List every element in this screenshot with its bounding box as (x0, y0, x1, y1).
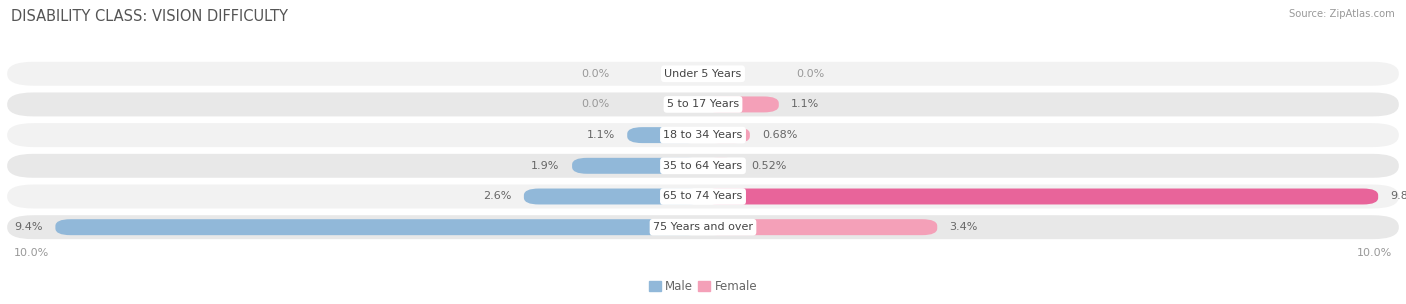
FancyBboxPatch shape (524, 188, 703, 205)
Text: 5 to 17 Years: 5 to 17 Years (666, 99, 740, 109)
Text: Under 5 Years: Under 5 Years (665, 69, 741, 79)
Text: 3.4%: 3.4% (949, 222, 979, 232)
FancyBboxPatch shape (627, 127, 703, 143)
Text: 75 Years and over: 75 Years and over (652, 222, 754, 232)
Legend: Male, Female: Male, Female (644, 275, 762, 298)
FancyBboxPatch shape (7, 185, 1399, 209)
FancyBboxPatch shape (7, 62, 1399, 86)
FancyBboxPatch shape (703, 158, 738, 174)
Text: DISABILITY CLASS: VISION DIFFICULTY: DISABILITY CLASS: VISION DIFFICULTY (11, 9, 288, 24)
Text: 1.1%: 1.1% (792, 99, 820, 109)
Text: 0.0%: 0.0% (582, 99, 610, 109)
Text: 65 to 74 Years: 65 to 74 Years (664, 192, 742, 202)
FancyBboxPatch shape (7, 154, 1399, 178)
Text: 0.0%: 0.0% (796, 69, 824, 79)
Text: Source: ZipAtlas.com: Source: ZipAtlas.com (1289, 9, 1395, 19)
FancyBboxPatch shape (703, 96, 779, 112)
Text: 0.0%: 0.0% (582, 69, 610, 79)
Text: 1.9%: 1.9% (531, 161, 560, 171)
Text: 9.4%: 9.4% (14, 222, 44, 232)
Text: 10.0%: 10.0% (1357, 248, 1392, 258)
Text: 10.0%: 10.0% (14, 248, 49, 258)
FancyBboxPatch shape (55, 219, 703, 235)
FancyBboxPatch shape (572, 158, 703, 174)
FancyBboxPatch shape (7, 123, 1399, 147)
Text: 1.1%: 1.1% (586, 130, 614, 140)
FancyBboxPatch shape (7, 215, 1399, 239)
Text: 9.8%: 9.8% (1391, 192, 1406, 202)
Text: 0.52%: 0.52% (751, 161, 786, 171)
Text: 2.6%: 2.6% (484, 192, 512, 202)
FancyBboxPatch shape (7, 92, 1399, 116)
Text: 18 to 34 Years: 18 to 34 Years (664, 130, 742, 140)
Text: 35 to 64 Years: 35 to 64 Years (664, 161, 742, 171)
Text: 0.68%: 0.68% (762, 130, 797, 140)
FancyBboxPatch shape (703, 188, 1378, 205)
FancyBboxPatch shape (703, 219, 938, 235)
FancyBboxPatch shape (703, 127, 749, 143)
